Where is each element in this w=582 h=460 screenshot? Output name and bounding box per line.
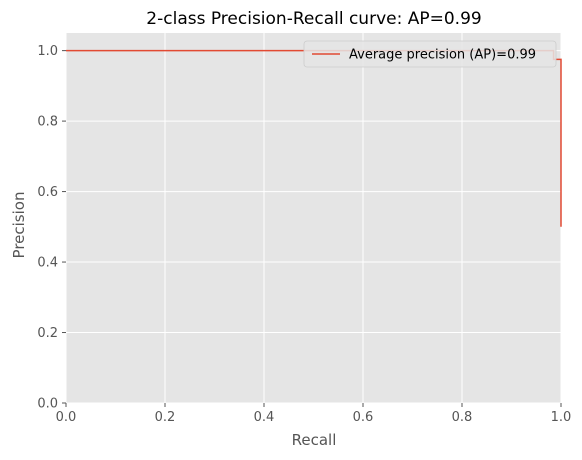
chart-title: 2-class Precision-Recall curve: AP=0.99 xyxy=(146,9,481,29)
y-axis-label: Precision xyxy=(10,192,28,259)
legend-box xyxy=(303,40,557,68)
x-axis-label: Recall xyxy=(292,431,337,449)
y-tick-label: 1.0 xyxy=(37,44,58,59)
y-tick-label: 0.8 xyxy=(37,115,58,130)
y-tick-label: 0.6 xyxy=(37,185,58,200)
plot-area xyxy=(66,33,561,403)
x-tick-label: 0.0 xyxy=(56,410,77,425)
x-tick-label: 0.2 xyxy=(155,410,176,425)
y-tick-label: 0.4 xyxy=(37,256,58,271)
x-tick-label: 0.6 xyxy=(353,410,374,425)
y-tick-label: 0.2 xyxy=(37,326,58,341)
grid-lines xyxy=(65,33,562,404)
x-tick-label: 0.8 xyxy=(452,410,473,425)
axis-ticks: 0.0 0.2 0.4 0.6 0.8 1.0 0.0 0.2 0.4 0.6 0.8 1.0 xyxy=(37,44,571,425)
x-tick-label: 1.0 xyxy=(551,410,572,425)
y-tick-label: 0.0 xyxy=(37,397,58,412)
legend-label: Average precision (AP)=0.99 xyxy=(349,48,536,63)
x-tick-label: 0.4 xyxy=(254,410,275,425)
legend: Average precision (AP)=0.99 xyxy=(303,40,557,68)
